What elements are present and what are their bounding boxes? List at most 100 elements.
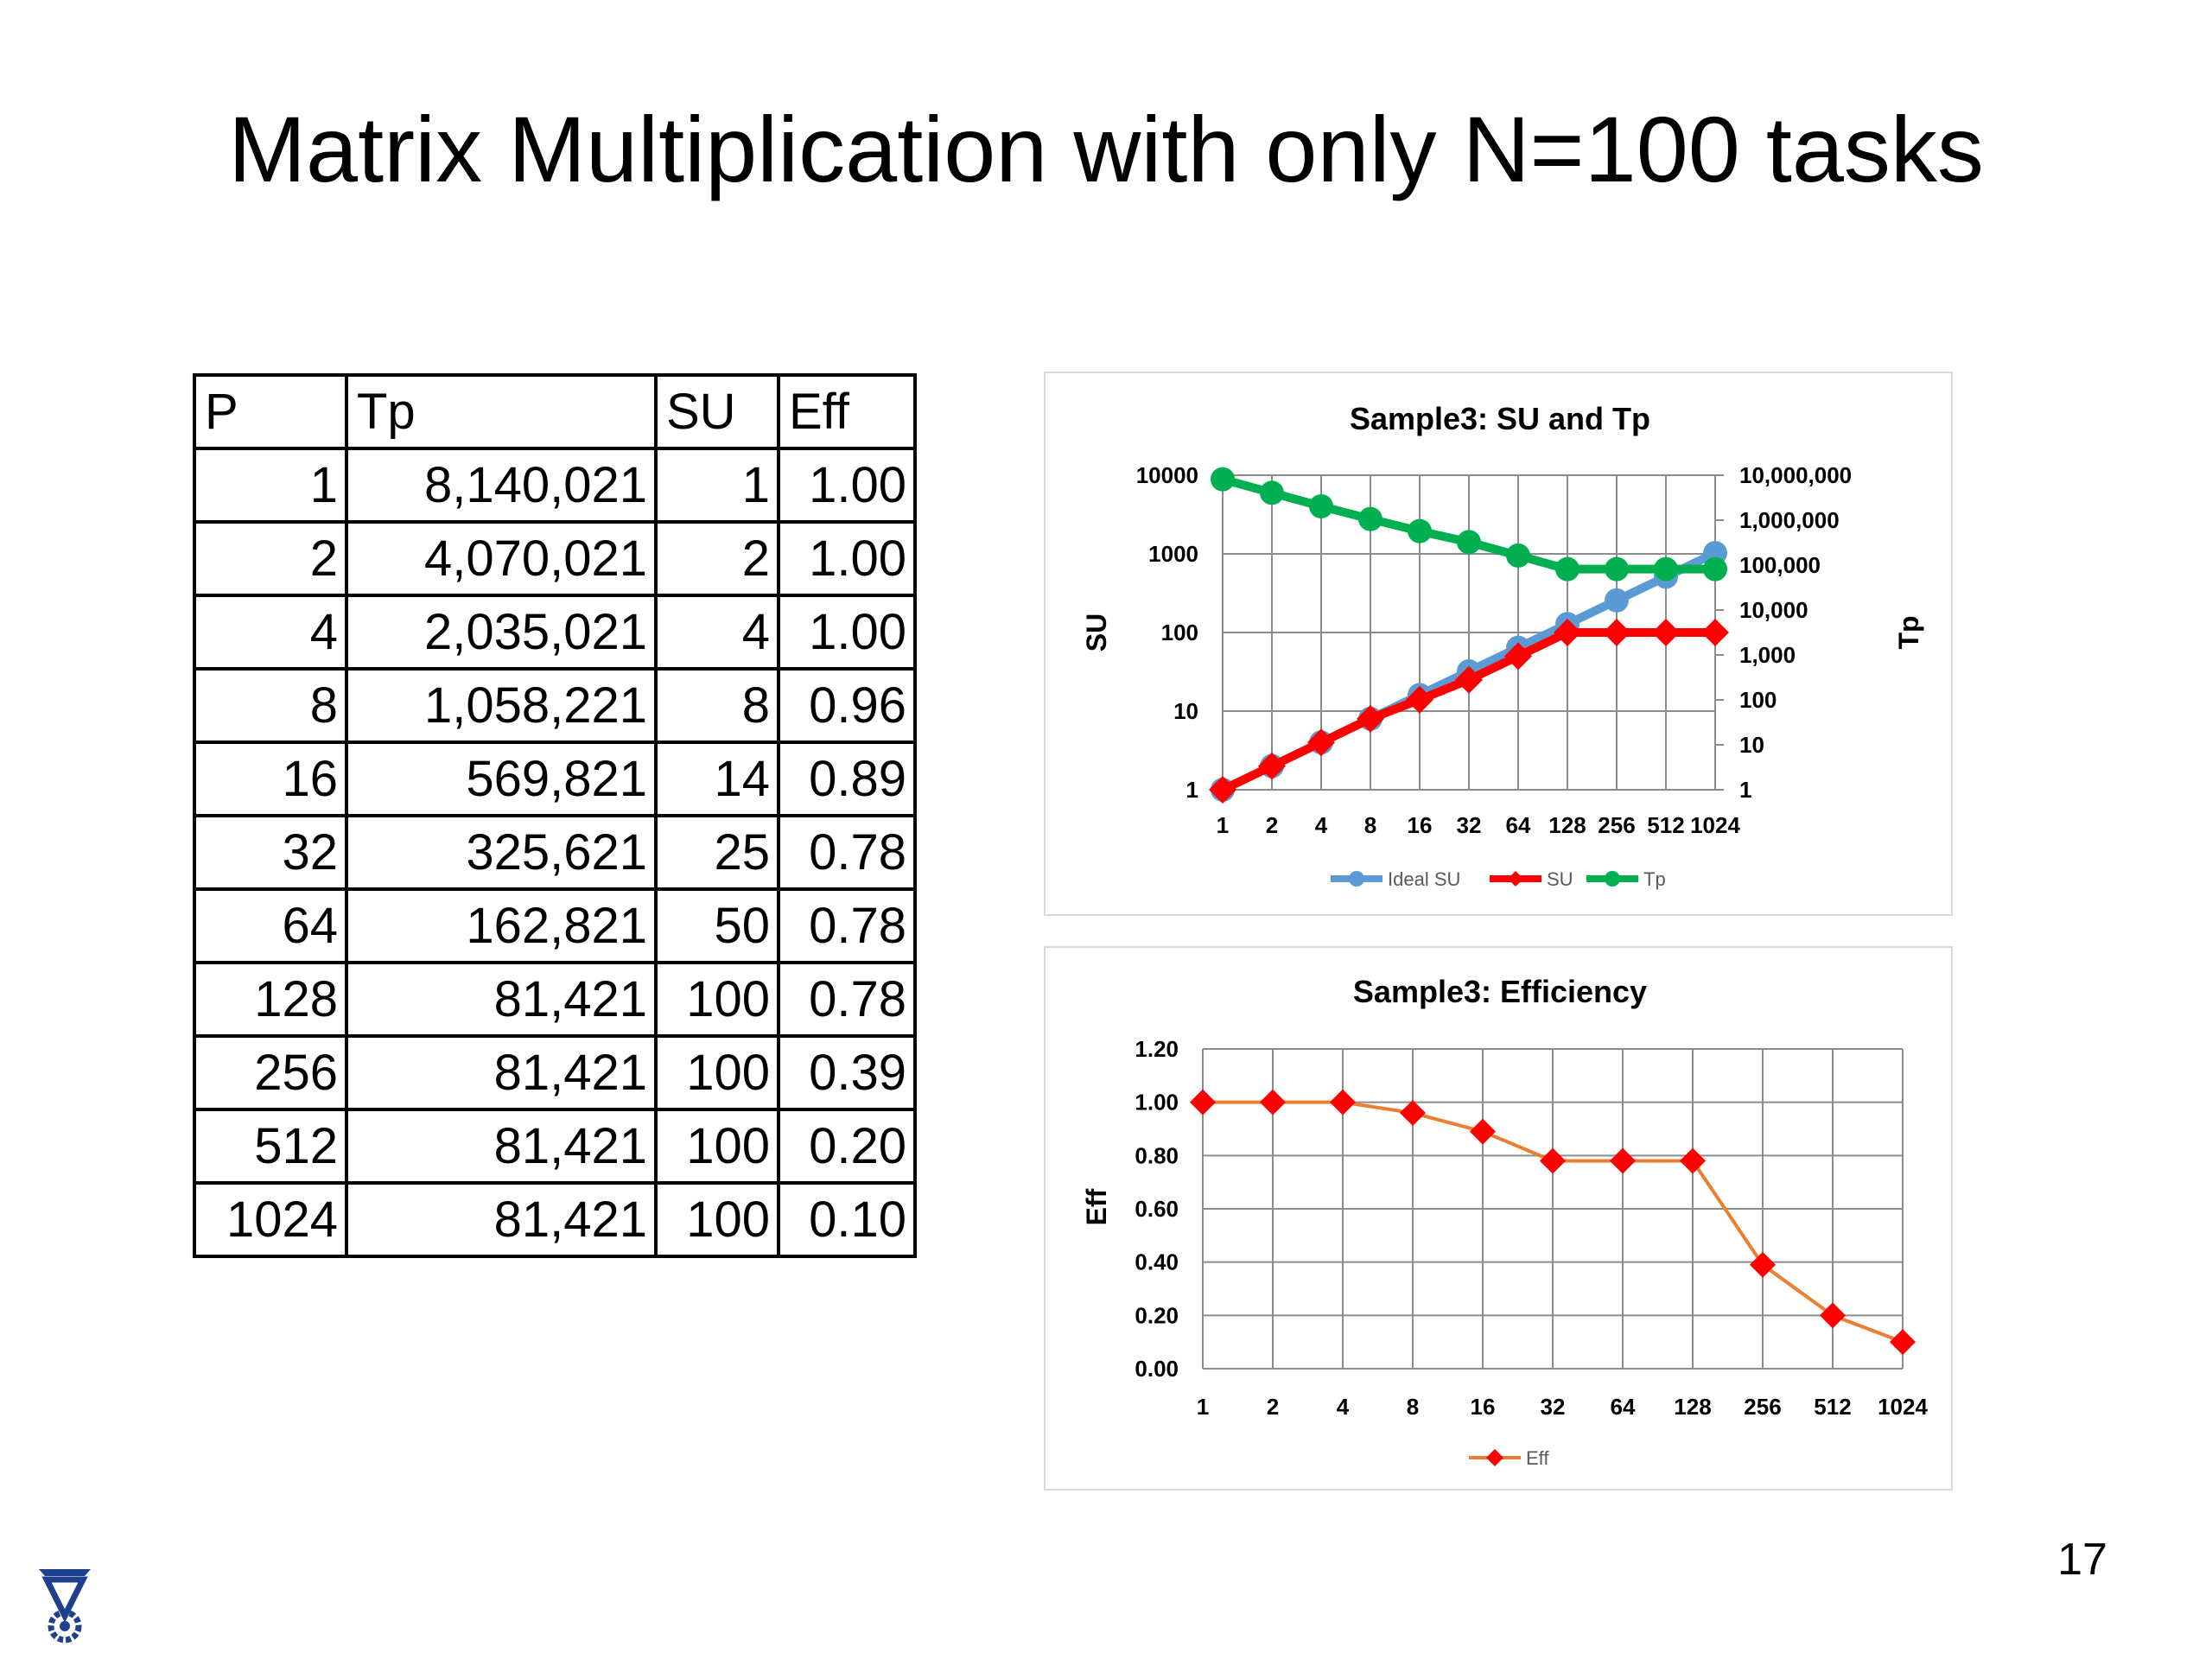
x-tick-label: 1024 bbox=[1878, 1394, 1928, 1420]
data-point-tp bbox=[1260, 480, 1284, 505]
header-tp: Tp bbox=[345, 373, 658, 450]
su-tp-chart: Sample3: SU and Tp 1 10 100 1000 10000 1 2 4 8 16 3… bbox=[1044, 372, 1953, 916]
cell-tp: 81,421 bbox=[345, 1181, 658, 1258]
legend-label: Eff bbox=[1526, 1447, 1549, 1469]
table-row: 4 2,035,021 4 1.00 bbox=[193, 594, 917, 671]
y-tick-label: 0.40 bbox=[1135, 1249, 1179, 1275]
legend-label: SU bbox=[1547, 868, 1573, 890]
data-point-eff bbox=[1680, 1147, 1706, 1174]
su-tp-chart-svg: Sample3: SU and Tp 1 10 100 1000 10000 1 2 4 8 16 3… bbox=[1081, 401, 1924, 890]
data-point-eff bbox=[1400, 1100, 1426, 1126]
data-point-su bbox=[1701, 619, 1729, 646]
cell-su: 100 bbox=[654, 1108, 780, 1185]
data-point-tp bbox=[1605, 556, 1629, 582]
cell-su: 14 bbox=[654, 741, 780, 817]
cell-eff: 0.20 bbox=[777, 1108, 917, 1185]
data-point-eff bbox=[1750, 1251, 1776, 1278]
header-p: P bbox=[193, 373, 348, 450]
data-point-tp bbox=[1358, 506, 1382, 531]
y-tick-label: 0.80 bbox=[1135, 1142, 1179, 1168]
y2-tick-label: 100,000 bbox=[1739, 552, 1821, 578]
legend-marker bbox=[1508, 871, 1523, 887]
page-number: 17 bbox=[2057, 1535, 2107, 1585]
data-point-ideal-su bbox=[1605, 588, 1629, 613]
x-tick-label: 256 bbox=[1598, 812, 1635, 838]
y-tick-label: 10000 bbox=[1136, 462, 1198, 488]
data-point-eff bbox=[1610, 1147, 1636, 1174]
x-tick-label: 4 bbox=[1315, 812, 1328, 838]
table-body: 1 8,140,021 1 1.00 2 4,070,021 2 1.00 4 2,035,021… bbox=[193, 447, 917, 1258]
cell-su: 100 bbox=[654, 961, 780, 1038]
data-point-eff bbox=[1190, 1089, 1216, 1116]
table-row: 1 8,140,021 1 1.00 bbox=[193, 447, 917, 524]
data-point-su bbox=[1554, 619, 1581, 646]
y2-tick-label: 10,000 bbox=[1739, 597, 1808, 623]
cell-eff: 1.00 bbox=[777, 520, 917, 597]
cell-su: 100 bbox=[654, 1034, 780, 1111]
cell-p: 64 bbox=[193, 887, 348, 964]
data-point-su bbox=[1307, 728, 1335, 757]
chart-title: Sample3: Efficiency bbox=[1353, 974, 1647, 1009]
data-point-tp bbox=[1211, 467, 1235, 492]
data-point-eff bbox=[1890, 1329, 1916, 1356]
table-row: 32 325,621 25 0.78 bbox=[193, 814, 917, 891]
y-tick-label: 0.20 bbox=[1135, 1302, 1179, 1328]
cell-eff: 0.78 bbox=[777, 887, 917, 964]
data-point-eff bbox=[1330, 1089, 1356, 1116]
cell-tp: 8,140,021 bbox=[345, 447, 658, 524]
efficiency-chart-svg: Sample3: Efficiency 0.00 0.20 0.40 0.60 0.80 1… bbox=[1081, 974, 1928, 1469]
x-tick-label: 4 bbox=[1337, 1394, 1350, 1420]
x-tick-label: 2 bbox=[1267, 1394, 1279, 1420]
y2-tick-label: 1,000 bbox=[1739, 642, 1796, 668]
data-point-tp bbox=[1654, 556, 1678, 582]
data-point-su bbox=[1209, 776, 1236, 804]
y2-tick-label: 1,000,000 bbox=[1739, 507, 1840, 533]
x-tick-label: 1 bbox=[1217, 812, 1229, 838]
y2-tick-label: 10 bbox=[1739, 732, 1764, 758]
cell-tp: 325,621 bbox=[345, 814, 658, 891]
cell-su: 8 bbox=[654, 667, 780, 744]
cell-tp: 569,821 bbox=[345, 741, 658, 817]
y-tick-label: 1.00 bbox=[1135, 1090, 1179, 1116]
cell-p: 32 bbox=[193, 814, 348, 891]
cell-p: 256 bbox=[193, 1034, 348, 1111]
legend-label: Ideal SU bbox=[1388, 868, 1460, 890]
cell-eff: 1.00 bbox=[777, 447, 917, 524]
cell-p: 1 bbox=[193, 447, 348, 524]
data-point-eff bbox=[1260, 1089, 1286, 1116]
x-tick-label: 1024 bbox=[1690, 812, 1740, 838]
y2-tick-label: 1 bbox=[1739, 777, 1751, 803]
y-tick-label: 0.60 bbox=[1135, 1196, 1179, 1222]
x-tick-label: 32 bbox=[1457, 812, 1482, 838]
y-tick-label: 10 bbox=[1173, 698, 1198, 724]
data-table: P Tp SU Eff 1 8,140,021 1 1.00 2 4,070,021 2 1.… bbox=[193, 373, 917, 1258]
cell-eff: 1.00 bbox=[777, 594, 917, 671]
y-tick-label: 1.20 bbox=[1135, 1036, 1179, 1062]
legend-marker bbox=[1486, 1449, 1503, 1466]
cell-eff: 0.78 bbox=[777, 814, 917, 891]
data-point-tp bbox=[1555, 556, 1580, 582]
x-tick-label: 128 bbox=[1674, 1394, 1711, 1420]
cell-p: 512 bbox=[193, 1108, 348, 1185]
table-row: 2 4,070,021 2 1.00 bbox=[193, 520, 917, 597]
table-row: 64 162,821 50 0.78 bbox=[193, 887, 917, 964]
cell-tp: 81,421 bbox=[345, 961, 658, 1038]
data-point-su bbox=[1455, 665, 1483, 694]
cell-eff: 0.96 bbox=[777, 667, 917, 744]
cell-tp: 162,821 bbox=[345, 887, 658, 964]
efficiency-chart: Sample3: Efficiency 0.00 0.20 0.40 0.60 0.80 1… bbox=[1044, 946, 1953, 1491]
x-tick-label: 8 bbox=[1364, 812, 1376, 838]
data-point-tp bbox=[1457, 530, 1481, 555]
cell-su: 1 bbox=[654, 447, 780, 524]
legend-label: Tp bbox=[1643, 868, 1666, 890]
data-point-su bbox=[1603, 619, 1630, 646]
x-tick-label: 512 bbox=[1814, 1394, 1851, 1420]
y-tick-label: 0.00 bbox=[1135, 1356, 1179, 1382]
legend-marker bbox=[1605, 871, 1620, 887]
table-row: 512 81,421 100 0.20 bbox=[193, 1108, 917, 1185]
cell-su: 2 bbox=[654, 520, 780, 597]
x-tick-label: 128 bbox=[1548, 812, 1586, 838]
cell-su: 100 bbox=[654, 1181, 780, 1258]
header-eff: Eff bbox=[777, 373, 917, 450]
x-tick-label: 1 bbox=[1197, 1394, 1209, 1420]
